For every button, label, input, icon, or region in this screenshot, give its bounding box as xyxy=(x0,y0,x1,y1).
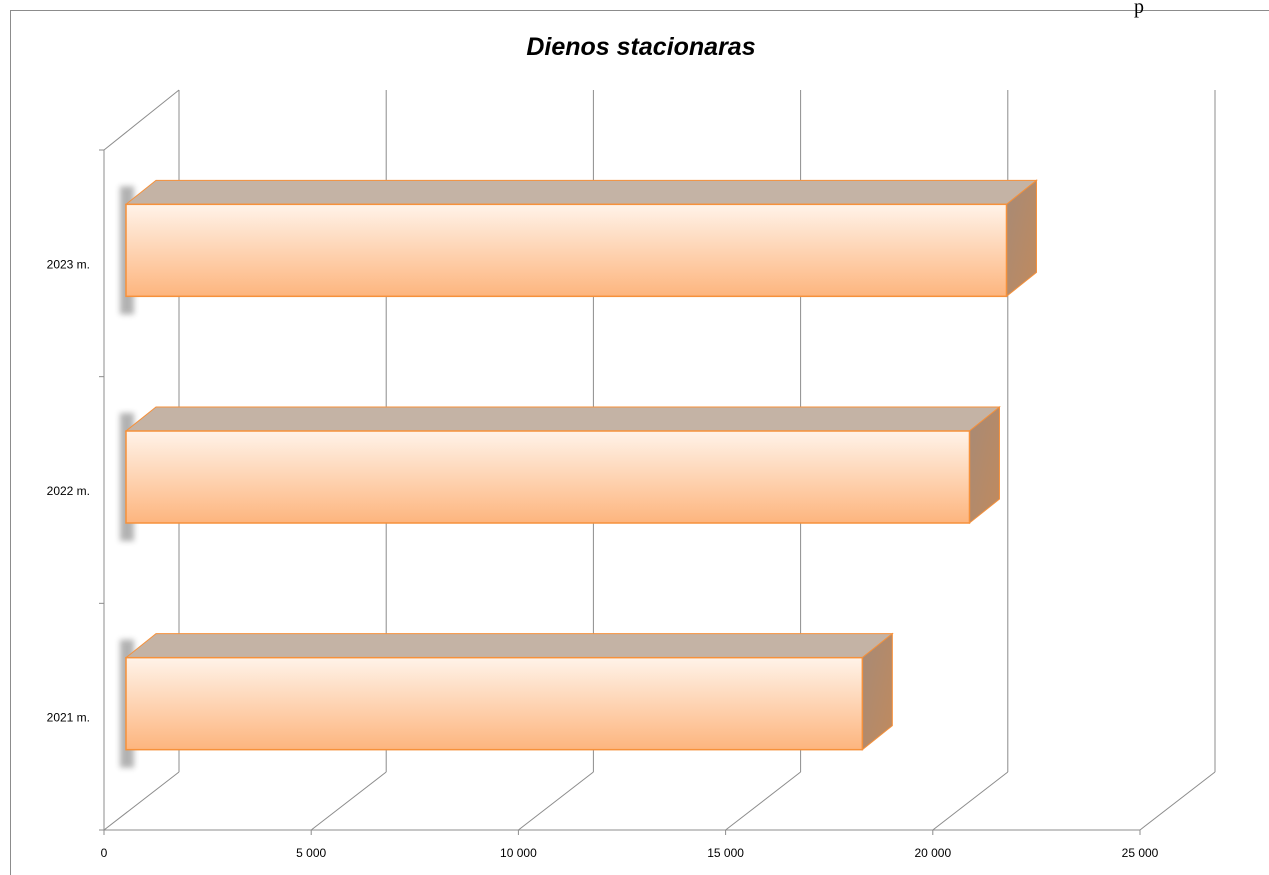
y-category-label: 2021 m. xyxy=(47,711,90,725)
x-tick-label: 10 000 xyxy=(500,846,537,860)
bars xyxy=(120,179,1038,768)
chart-title: Dienos stacionaras xyxy=(526,33,755,61)
side-wall-top-edge xyxy=(103,89,180,151)
floor-gridline-0 xyxy=(103,771,180,831)
floor-gridline-2 xyxy=(518,771,594,831)
x-tick-label: 0 xyxy=(101,846,108,860)
page-corner-text: p xyxy=(1134,0,1144,18)
bar-front-face xyxy=(125,203,1008,298)
floor-gridline-4 xyxy=(932,771,1009,831)
bar-front-face xyxy=(125,656,864,751)
axes xyxy=(99,149,1141,835)
bar-1 xyxy=(120,405,1001,541)
bar-top-face xyxy=(124,406,1001,432)
floor-gridline-1 xyxy=(310,771,387,831)
bar-front-face xyxy=(125,430,971,524)
floor-gridline-5 xyxy=(1139,771,1216,831)
y-category-label: 2023 m. xyxy=(47,257,90,271)
bar-0 xyxy=(120,632,894,768)
y-category-label: 2022 m. xyxy=(47,484,90,498)
x-tick-label: 25 000 xyxy=(1122,846,1159,860)
bar-2 xyxy=(120,179,1038,315)
bar-top-face xyxy=(124,633,894,659)
x-tick-label: 15 000 xyxy=(707,846,744,860)
floor-gridline-3 xyxy=(725,771,801,831)
tick-labels: 0 5 000 10 000 15 000 20 000 25 000 2021 m. 202… xyxy=(47,257,1159,860)
bar-top-face xyxy=(124,179,1038,205)
x-tick-label: 20 000 xyxy=(914,846,951,860)
x-tick-label: 5 000 xyxy=(296,846,326,860)
